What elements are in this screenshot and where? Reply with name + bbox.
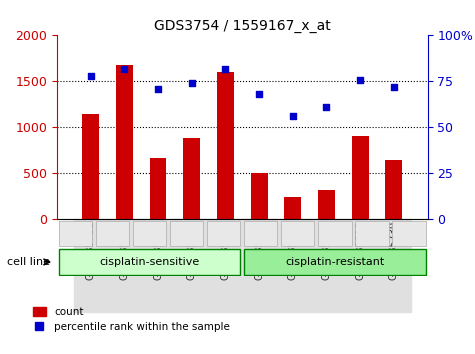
Bar bbox=[150, 158, 166, 219]
Bar bbox=[285, 198, 301, 219]
Text: cell line: cell line bbox=[7, 257, 50, 267]
Point bbox=[87, 73, 95, 79]
Point bbox=[289, 114, 296, 119]
Bar bbox=[217, 72, 234, 219]
Bar bbox=[251, 172, 267, 219]
Bar bbox=[352, 136, 369, 219]
Point bbox=[188, 80, 196, 86]
Bar bbox=[318, 190, 335, 219]
Bar bbox=[82, 114, 99, 219]
FancyBboxPatch shape bbox=[207, 221, 240, 246]
Title: GDS3754 / 1559167_x_at: GDS3754 / 1559167_x_at bbox=[154, 19, 331, 33]
Bar bbox=[209, 219, 242, 312]
FancyBboxPatch shape bbox=[244, 249, 426, 275]
Bar bbox=[276, 219, 310, 312]
Bar bbox=[183, 138, 200, 219]
FancyBboxPatch shape bbox=[96, 221, 129, 246]
FancyBboxPatch shape bbox=[170, 221, 203, 246]
Point bbox=[323, 104, 330, 110]
Point bbox=[356, 77, 364, 82]
Bar bbox=[116, 65, 133, 219]
Bar bbox=[343, 219, 377, 312]
FancyBboxPatch shape bbox=[281, 221, 314, 246]
Point bbox=[255, 91, 263, 97]
Bar bbox=[107, 219, 141, 312]
Bar bbox=[74, 219, 107, 312]
Point bbox=[154, 86, 162, 92]
Bar bbox=[242, 219, 276, 312]
FancyBboxPatch shape bbox=[59, 221, 92, 246]
Point bbox=[121, 66, 128, 72]
Point bbox=[390, 84, 398, 90]
FancyBboxPatch shape bbox=[59, 249, 240, 275]
Legend: count, percentile rank within the sample: count, percentile rank within the sample bbox=[29, 303, 234, 337]
Point bbox=[222, 66, 229, 72]
FancyBboxPatch shape bbox=[392, 221, 426, 246]
FancyBboxPatch shape bbox=[244, 221, 277, 246]
Bar bbox=[310, 219, 343, 312]
Bar bbox=[141, 219, 175, 312]
Bar bbox=[377, 219, 411, 312]
Bar bbox=[385, 160, 402, 219]
Bar bbox=[175, 219, 209, 312]
FancyBboxPatch shape bbox=[355, 221, 389, 246]
Text: cisplatin-sensitive: cisplatin-sensitive bbox=[99, 257, 200, 267]
FancyBboxPatch shape bbox=[133, 221, 166, 246]
FancyBboxPatch shape bbox=[318, 221, 352, 246]
Text: cisplatin-resistant: cisplatin-resistant bbox=[285, 257, 384, 267]
